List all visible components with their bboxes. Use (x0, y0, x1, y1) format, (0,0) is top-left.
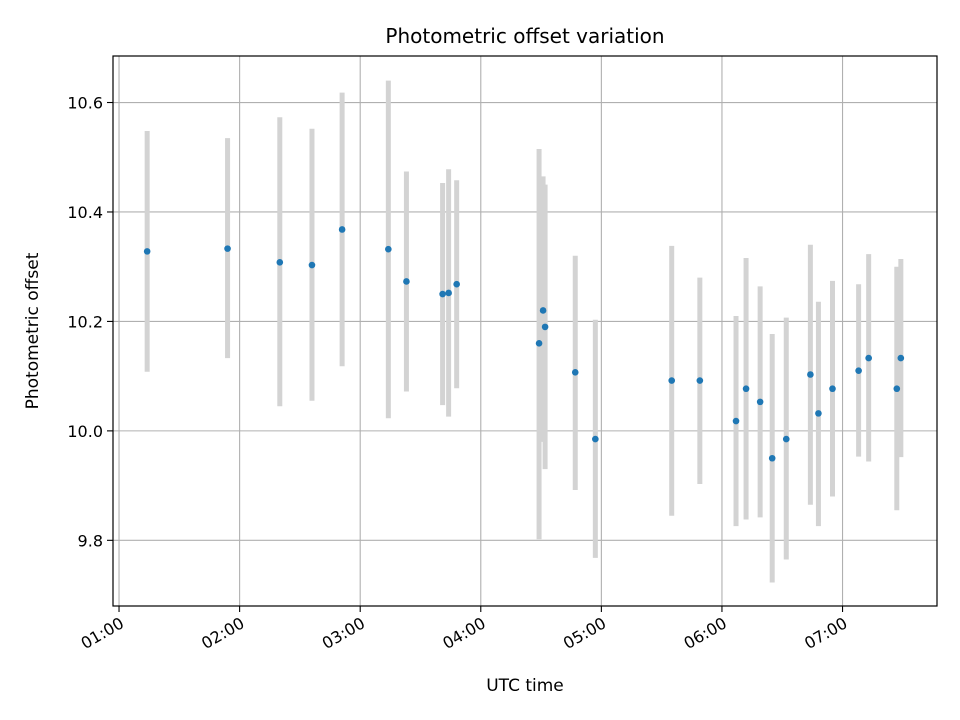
data-point (893, 385, 901, 393)
data-point (571, 369, 579, 376)
data-point (403, 278, 410, 285)
data-point (865, 354, 872, 362)
data-point (897, 354, 905, 362)
data-point (535, 340, 543, 347)
y-tick-label: 10.2 (67, 312, 103, 331)
plot-frame (112, 55, 938, 607)
data-point (539, 307, 547, 314)
y-tick-label: 10.0 (67, 422, 103, 441)
data-point (224, 245, 231, 252)
data-point (453, 280, 460, 288)
data-point (815, 410, 822, 417)
data-points (143, 226, 905, 462)
data-point (668, 377, 676, 384)
data-point (445, 289, 452, 297)
data-point (592, 435, 599, 443)
data-point (308, 261, 316, 269)
data-point (732, 417, 740, 425)
x-axis-title: UTC time (486, 676, 564, 696)
data-point (385, 245, 392, 253)
data-point (143, 248, 151, 255)
y-tick-label: 9.8 (78, 531, 103, 550)
chart-title: Photometric offset variation (385, 24, 664, 48)
data-point (855, 367, 862, 374)
y-axis: 9.8 10.0 10.2 10.4 10.6 (67, 94, 113, 550)
data-point (541, 323, 549, 331)
data-point (439, 290, 446, 298)
y-tick-label: 10.6 (67, 94, 103, 113)
data-point (807, 371, 814, 378)
y-tick-label: 10.4 (67, 203, 103, 222)
data-point (829, 385, 836, 393)
data-point (696, 377, 704, 384)
data-point (756, 398, 764, 406)
data-point (276, 259, 284, 266)
y-axis-title: Photometric offset (23, 252, 43, 409)
data-point (338, 226, 346, 233)
data-point (782, 435, 790, 443)
data-point (742, 385, 750, 393)
data-point (768, 454, 776, 462)
grid (113, 56, 937, 606)
